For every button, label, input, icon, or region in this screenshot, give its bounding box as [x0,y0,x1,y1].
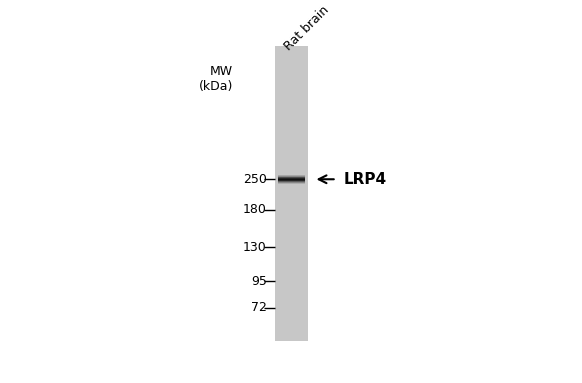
Bar [278,176,306,177]
Text: 72: 72 [251,301,267,314]
Bar [278,175,306,176]
Bar [278,182,306,183]
Text: 95: 95 [251,275,267,288]
Bar [278,182,306,183]
Text: MW
(kDa): MW (kDa) [198,65,233,93]
Bar [278,175,306,176]
Text: 130: 130 [243,241,267,254]
Bar [278,179,306,180]
Text: 180: 180 [243,203,267,216]
Bar [278,177,306,178]
Bar [278,183,306,184]
Bar [278,180,306,181]
Bar [278,179,306,180]
Text: LRP4: LRP4 [343,172,386,187]
Bar [278,181,306,182]
Bar [278,178,306,179]
Bar [278,177,306,178]
Text: Rat brain: Rat brain [282,4,332,53]
Text: 250: 250 [243,173,267,186]
Bar [278,178,306,179]
Bar [278,180,306,181]
Bar [278,181,306,182]
Bar [275,46,308,341]
Bar [278,176,306,177]
